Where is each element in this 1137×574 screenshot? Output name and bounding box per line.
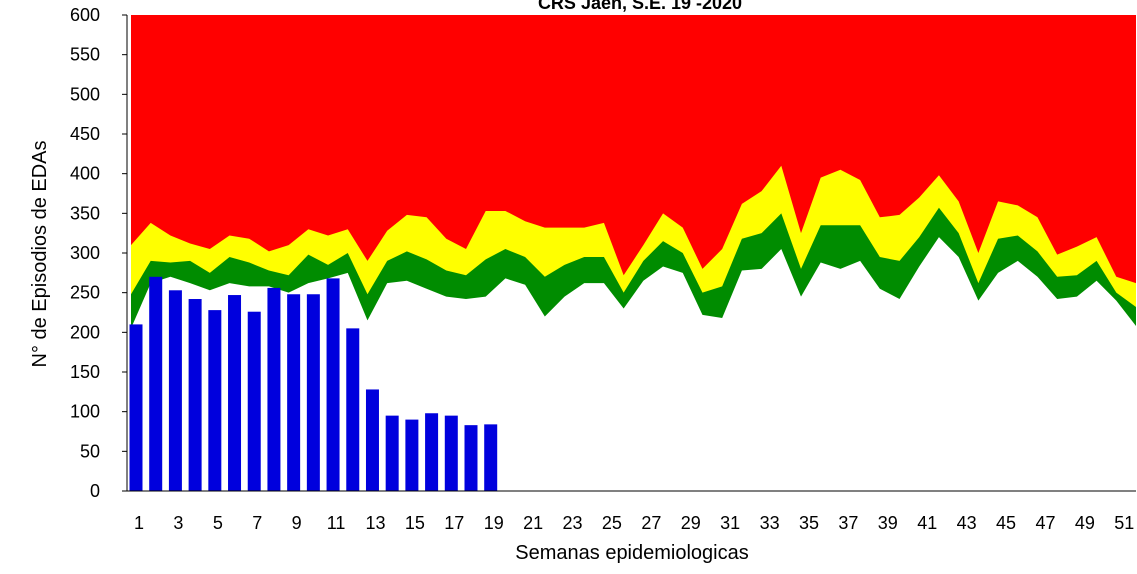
bar-week-18 (464, 425, 478, 491)
x-tick-label: 13 (365, 513, 385, 533)
bar-week-13 (365, 389, 379, 491)
x-tick-label: 3 (173, 513, 183, 533)
x-tick-label: 15 (405, 513, 425, 533)
bar-week-1 (129, 324, 143, 491)
x-tick-label: 7 (252, 513, 262, 533)
x-tick-label: 11 (327, 513, 346, 533)
y-tick-label: 550 (70, 45, 100, 65)
bands (131, 15, 1136, 491)
bar-week-19 (484, 424, 498, 491)
x-tick-label: 29 (681, 513, 701, 533)
y-tick-label: 600 (70, 5, 100, 25)
x-axis-title: Semanas epidemiologicas (515, 542, 748, 564)
bar-week-10 (306, 294, 320, 491)
y-tick-label: 250 (70, 283, 100, 303)
y-tick-label: 200 (70, 322, 100, 342)
x-tick-label: 41 (917, 513, 937, 533)
bar-week-2 (149, 276, 163, 491)
bar-week-14 (385, 415, 399, 491)
x-tick-label: 37 (838, 513, 858, 533)
x-tick-label: 51 (1114, 513, 1134, 533)
x-tick-label: 39 (878, 513, 898, 533)
x-tick-label: 27 (641, 513, 661, 533)
y-tick-label: 50 (80, 441, 100, 461)
bar-week-6 (228, 295, 242, 491)
bar-week-15 (405, 419, 419, 491)
x-tick-label: 9 (292, 513, 302, 533)
y-tick-label: 350 (70, 203, 100, 223)
x-tick-label: 45 (996, 513, 1016, 533)
bar-week-7 (247, 311, 261, 491)
bar-week-11 (326, 278, 340, 491)
chart-title: CRS Jaén, S.E. 19 -2020 (538, 0, 742, 13)
x-tick-label: 25 (602, 513, 622, 533)
y-tick-label: 300 (70, 243, 100, 263)
x-tick-label: 49 (1075, 513, 1095, 533)
x-tick-label: 5 (213, 513, 223, 533)
x-tick-label: 21 (523, 513, 543, 533)
bar-week-12 (346, 328, 360, 491)
x-tick-label: 47 (1035, 513, 1055, 533)
bar-week-8 (267, 287, 281, 491)
y-tick-label: 100 (70, 402, 100, 422)
bar-week-4 (188, 299, 202, 491)
bars (129, 276, 498, 491)
x-tick-label: 19 (484, 513, 504, 533)
y-tick-label: 150 (70, 362, 100, 382)
bar-week-16 (425, 413, 439, 491)
y-tick-label: 500 (70, 84, 100, 104)
y-tick-label: 0 (90, 481, 100, 501)
y-tick-label: 400 (70, 164, 100, 184)
x-tick-label: 31 (720, 513, 740, 533)
bar-week-17 (444, 415, 458, 491)
x-tick-label: 23 (563, 513, 583, 533)
band-seguridad (131, 237, 1136, 491)
y-axis: 0 50 100 150 200 250 300 350 400 450 500 550 600 (70, 5, 128, 501)
x-tick-label: 35 (799, 513, 819, 533)
x-tick-label: 1 (134, 513, 144, 533)
x-tick-label: 33 (760, 513, 780, 533)
bar-week-9 (287, 294, 301, 491)
x-tick-label: 17 (444, 513, 464, 533)
bar-week-3 (168, 290, 182, 491)
y-tick-label: 450 (70, 124, 100, 144)
x-axis: 1 3 5 7 9 11 13 15 17 19 21 23 25 27 29 31 33 35 37 39 41 43 4… (127, 490, 1136, 533)
bar-week-5 (208, 310, 222, 491)
x-tick-label: 43 (957, 513, 977, 533)
y-axis-title: N° de Episodios de EDAs (29, 140, 51, 367)
